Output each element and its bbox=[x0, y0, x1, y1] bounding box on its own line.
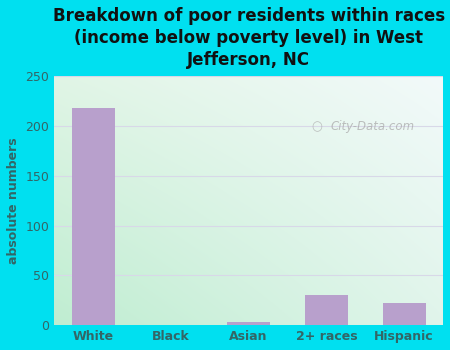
Bar bbox=[227, 322, 270, 325]
Bar bbox=[383, 303, 426, 325]
Y-axis label: absolute numbers: absolute numbers bbox=[7, 138, 20, 264]
Bar bbox=[72, 108, 114, 325]
Text: City-Data.com: City-Data.com bbox=[330, 120, 414, 133]
Text: ○: ○ bbox=[311, 120, 322, 133]
Bar bbox=[305, 295, 348, 325]
Title: Breakdown of poor residents within races
(income below poverty level) in West
Je: Breakdown of poor residents within races… bbox=[53, 7, 445, 69]
